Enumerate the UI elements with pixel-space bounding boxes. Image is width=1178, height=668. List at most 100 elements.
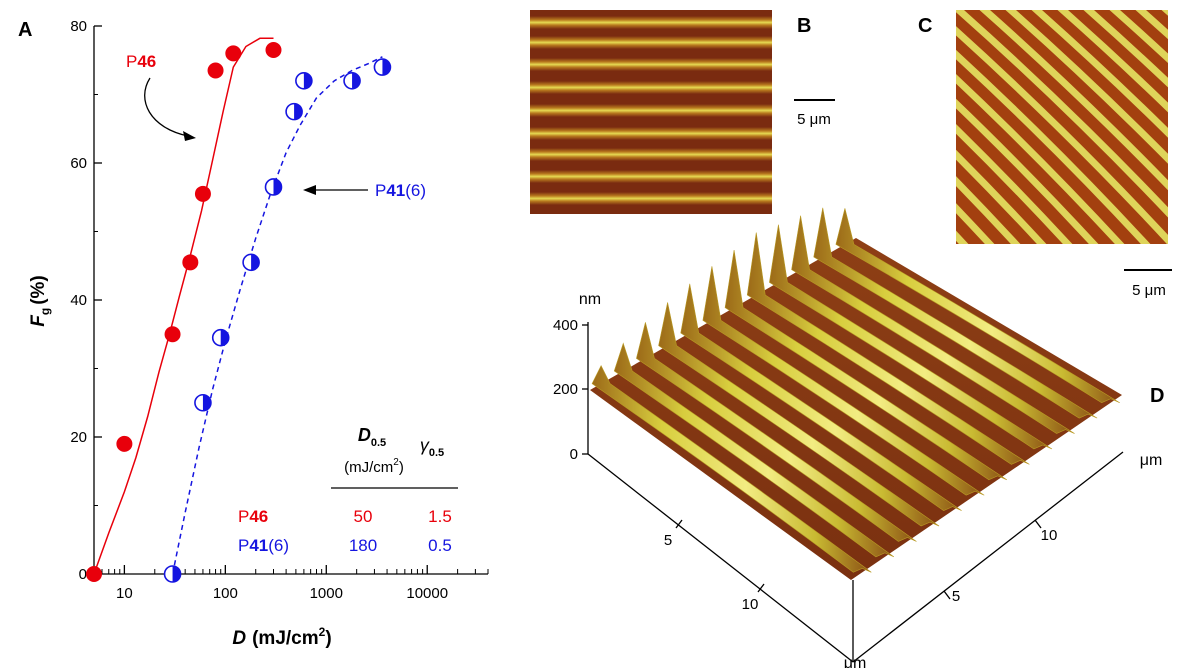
z-axis: 400 200 0 nm [553, 291, 601, 463]
ridge [658, 302, 940, 527]
z-axis-title: nm [579, 291, 601, 308]
table-header-d: D0.5 [358, 425, 386, 449]
ridge [702, 266, 985, 496]
panel-label-d: D [1150, 385, 1164, 407]
fit-curve-series-1 [171, 56, 383, 575]
table-header-gamma: γ0.5 [420, 435, 444, 459]
panel-c-scale: 5 μm [1124, 269, 1172, 299]
ridge [813, 207, 1098, 419]
stripe [956, 149, 1047, 244]
data-point [86, 566, 102, 582]
stripe [956, 123, 1073, 244]
stripe [1109, 10, 1168, 64]
panel-b-labels: B 5 μm [794, 15, 835, 128]
x-tick-10: 10 [742, 596, 759, 613]
data-point [194, 393, 212, 412]
ridge [769, 224, 1053, 450]
data-point [295, 72, 313, 90]
data-point [207, 62, 224, 79]
panel-label-a: A [18, 19, 32, 41]
stripe [1005, 10, 1168, 164]
stripe [956, 98, 1099, 244]
data-point [164, 326, 181, 343]
stripe [979, 10, 1168, 191]
annotation-p41: P41(6) [375, 181, 426, 200]
panel-d-surface: 400 200 0 nm 5 10 5 10 μm μm D [553, 207, 1164, 668]
data-point [225, 45, 242, 62]
x-tick-5: 5 [664, 532, 672, 549]
scale-bar-label-b: 5 μm [797, 111, 831, 128]
data-points [86, 41, 392, 583]
table-d-p41: 180 [349, 536, 377, 555]
data-point [163, 565, 182, 583]
annotation-arrowhead-p46 [183, 131, 196, 141]
stripe [530, 58, 772, 71]
x-tick-label: 10000 [406, 585, 448, 602]
y-axis-unit: μm [1140, 452, 1163, 469]
ridge [724, 250, 1007, 481]
table-row-label-p46: P46 [238, 507, 268, 526]
z-tick-0: 0 [570, 446, 578, 463]
z-tick-400: 400 [553, 317, 578, 334]
x-tick-label: 100 [213, 585, 238, 602]
panel-c-letter: C [918, 15, 932, 37]
ridge [591, 364, 872, 573]
x-tick-label: 1000 [310, 585, 343, 602]
data-point [182, 254, 199, 271]
stripe [956, 203, 995, 244]
panel-label-c: C [918, 15, 932, 37]
stripe [530, 104, 772, 117]
stripe [530, 148, 772, 161]
panel-label-b: B [797, 15, 811, 37]
table-gamma-p46: 1.5 [428, 507, 452, 526]
annotation-p46: P46 [126, 52, 156, 71]
data-point [242, 253, 260, 272]
surface-axes: 5 10 5 10 μm μm [587, 451, 1163, 668]
annotation-arrowhead-p41 [303, 185, 316, 195]
stripe [530, 192, 772, 205]
y-tick-label: 80 [70, 18, 87, 35]
fit-curve-series-0 [93, 37, 274, 575]
panel-a-chart: A 0 20 40 60 80 10 100 1000 10000 Fg(%) D (mJ/cm2… [18, 18, 489, 649]
y-tick-label: 40 [70, 292, 87, 309]
stripe [956, 49, 1151, 244]
stripe [956, 10, 1168, 218]
data-point [343, 72, 361, 90]
ridge [746, 232, 1030, 465]
ridge [835, 208, 1120, 404]
x-tick-label: 10 [116, 585, 133, 602]
table-header-unit: (mJ/cm2) [344, 457, 404, 476]
data-point [264, 178, 283, 196]
x-axis-title: D (mJ/cm2) [232, 625, 331, 649]
table-gamma-p41: 0.5 [428, 536, 452, 555]
data-point [285, 102, 303, 121]
table-row-label-p41: P41(6) [238, 536, 289, 555]
y-tick-label: 60 [70, 155, 87, 172]
ridge [636, 322, 917, 542]
scale-bar-label-c: 5 μm [1132, 282, 1166, 299]
x-axis-unit: μm [844, 655, 867, 668]
ridge [791, 215, 1075, 434]
ridge [680, 283, 962, 511]
table-d-p46: 50 [354, 507, 373, 526]
stripe [530, 170, 772, 183]
y-axis-title: Fg(%) [28, 275, 52, 327]
afm-image-b [530, 10, 772, 214]
data-point [116, 435, 133, 452]
data-point [194, 185, 211, 202]
data-point [373, 58, 392, 76]
stripe [1135, 10, 1168, 40]
z-tick-200: 200 [553, 381, 578, 398]
y-tick-label: 0 [79, 566, 87, 583]
y-tick-5: 5 [952, 588, 960, 605]
stripe [530, 16, 772, 29]
ridge [613, 342, 895, 558]
stripe [956, 26, 1168, 244]
data-point [211, 328, 230, 347]
stripe [1057, 10, 1168, 113]
stripe [1031, 10, 1168, 138]
annotation-arrow-p46 [144, 77, 189, 137]
parameter-table: D0.5 γ0.5 (mJ/cm2) P46 50 1.5 P41(6) 180… [238, 425, 458, 555]
stripe [530, 127, 772, 140]
